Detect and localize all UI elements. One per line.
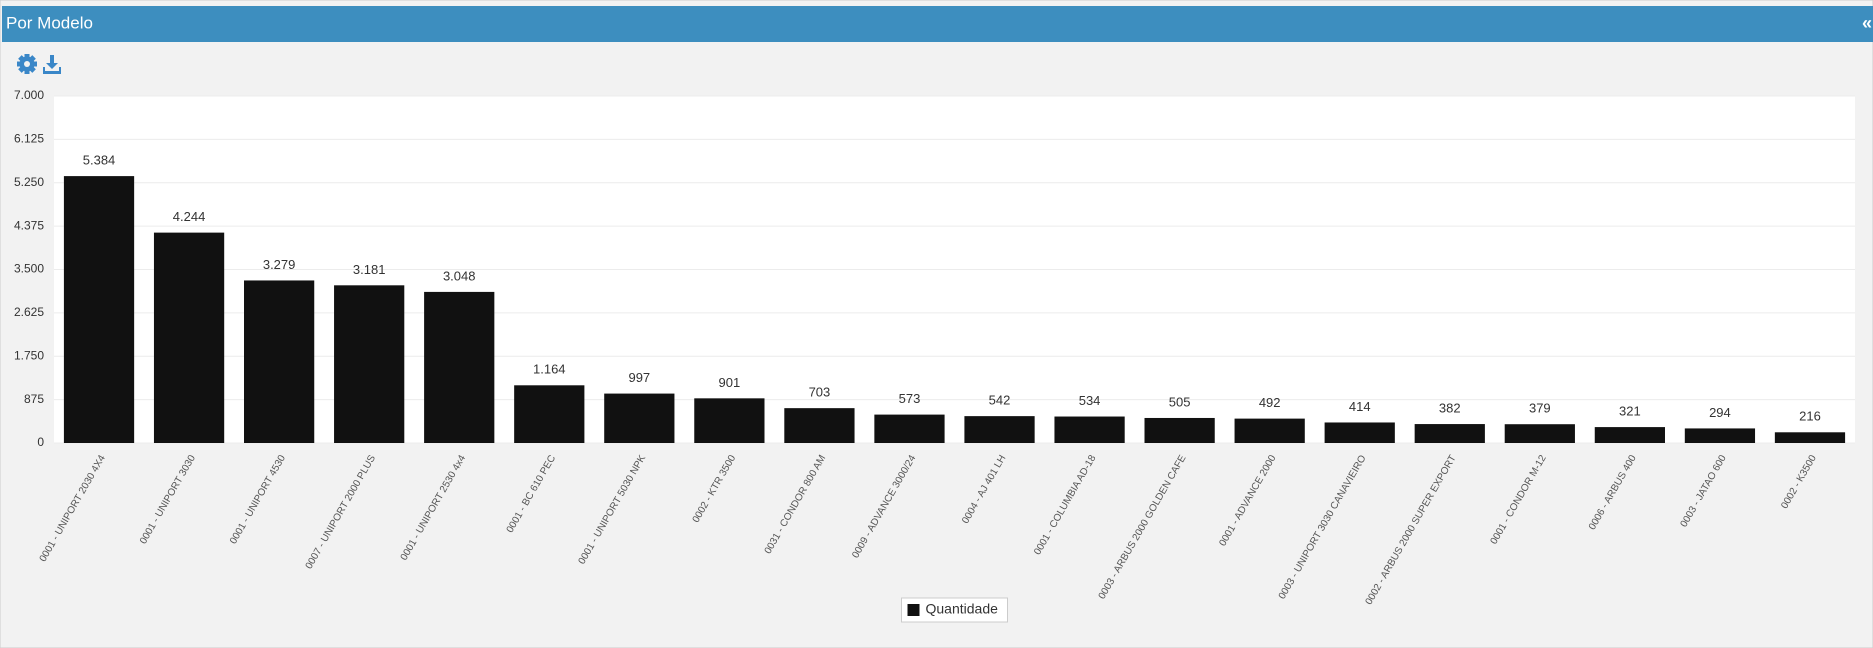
data-label: 997: [628, 370, 650, 385]
y-tick-label: 6.125: [14, 132, 44, 146]
data-label: 492: [1259, 395, 1281, 410]
settings-icon[interactable]: [17, 54, 37, 74]
data-label: 414: [1349, 399, 1371, 414]
data-label: 216: [1799, 409, 1821, 424]
data-label: 3.279: [263, 257, 296, 272]
bar: [1774, 432, 1846, 443]
legend-label: Quantidade: [926, 601, 999, 617]
bar: [153, 232, 225, 443]
data-label: 703: [809, 385, 831, 400]
bar: [604, 393, 675, 443]
y-tick-label: 4.375: [14, 218, 44, 232]
bar: [424, 291, 495, 443]
y-tick-label: 7.000: [14, 88, 44, 102]
y-tick-label: 1.750: [14, 348, 44, 362]
bar: [784, 408, 855, 443]
data-label: 379: [1529, 401, 1551, 416]
data-label: 542: [989, 393, 1011, 408]
legend-swatch: [907, 604, 920, 616]
data-label: 4.244: [173, 209, 206, 224]
y-tick-label: 2.625: [14, 305, 44, 319]
data-label: 505: [1169, 394, 1191, 409]
panel-title: Por Modelo: [6, 13, 93, 32]
data-label: 382: [1439, 401, 1461, 416]
bar: [1054, 416, 1125, 443]
data-label: 5.384: [83, 153, 116, 168]
data-label: 534: [1079, 393, 1101, 408]
bar: [334, 285, 405, 443]
header-bar: [2, 6, 1873, 42]
bar: [1324, 422, 1395, 443]
bar: [694, 398, 765, 443]
bar: [514, 385, 585, 443]
y-tick-label: 3.500: [14, 262, 44, 276]
bar: [1504, 424, 1575, 443]
data-label: 321: [1619, 404, 1641, 419]
bar: [964, 416, 1035, 443]
data-label: 3.048: [443, 268, 476, 283]
bar: [1594, 427, 1665, 443]
bar: [1684, 428, 1756, 443]
y-tick-label: 875: [24, 392, 44, 406]
collapse-button[interactable]: «: [1862, 13, 1872, 33]
y-tick-label: 5.250: [14, 175, 44, 189]
legend: Quantidade: [901, 597, 1008, 623]
bar: [63, 176, 135, 443]
y-tick-label: 0: [37, 435, 44, 449]
bar: [874, 414, 945, 443]
bar: [1414, 424, 1485, 443]
download-icon[interactable]: [43, 55, 61, 74]
data-label: 294: [1709, 405, 1731, 420]
bar: [1144, 417, 1215, 443]
bar: [1234, 418, 1305, 443]
data-label: 3.181: [353, 262, 386, 277]
bar: [244, 280, 315, 443]
data-label: 1.164: [533, 362, 566, 377]
data-label: 573: [899, 391, 921, 406]
data-label: 901: [719, 375, 741, 390]
